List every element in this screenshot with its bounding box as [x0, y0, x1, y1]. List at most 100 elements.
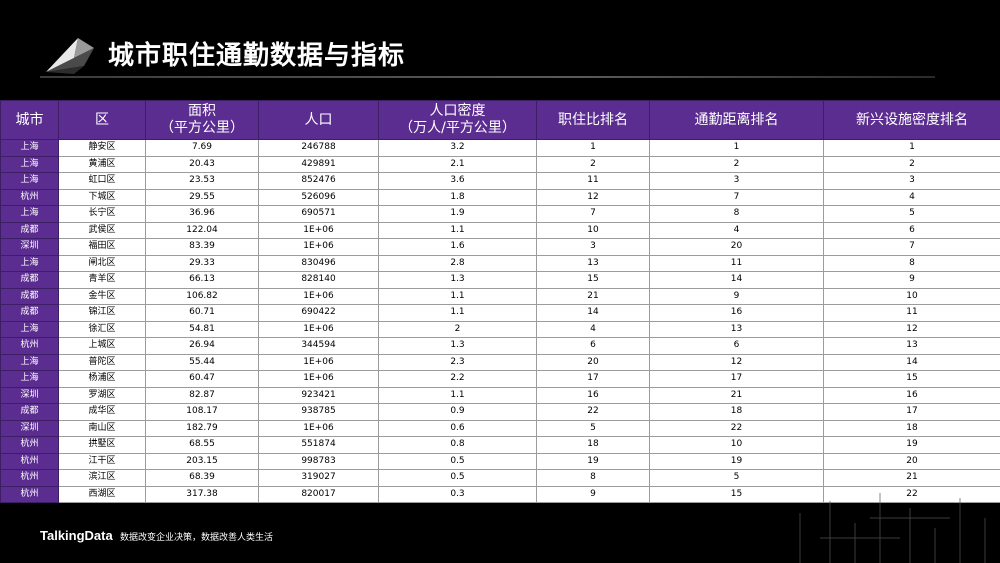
table-row: 上海 虹口区 23.53 852476 3.6 11 3 3 — [0, 172, 1000, 190]
cell-district: 上城区 — [58, 337, 146, 355]
cell-facility-density-rank: 3 — [823, 172, 1000, 190]
cell-population: 998783 — [258, 452, 379, 470]
cell-area: 26.94 — [145, 337, 259, 355]
table-row: 深圳 南山区 182.79 1E+06 0.6 5 22 18 — [0, 419, 1000, 437]
cell-facility-density-rank: 12 — [823, 320, 1000, 338]
cell-district: 闸北区 — [58, 254, 146, 272]
cell-facility-density-rank: 21 — [823, 469, 1000, 487]
cell-job-housing-rank: 11 — [536, 172, 650, 190]
cell-density: 1.3 — [378, 271, 537, 289]
table-row: 上海 闸北区 29.33 830496 2.8 13 11 8 — [0, 254, 1000, 272]
column-header-population: 人口 — [258, 100, 379, 140]
cell-city: 杭州 — [0, 485, 59, 503]
cell-population: 828140 — [258, 271, 379, 289]
cell-city: 上海 — [0, 139, 59, 157]
cell-facility-density-rank: 8 — [823, 254, 1000, 272]
cell-job-housing-rank: 1 — [536, 139, 650, 157]
cell-commute-distance-rank: 8 — [649, 205, 824, 223]
cell-area: 108.17 — [145, 403, 259, 421]
cell-population: 1E+06 — [258, 419, 379, 437]
cell-population: 923421 — [258, 386, 379, 404]
cell-district: 滨江区 — [58, 469, 146, 487]
commute-data-table: 城市 区 面积 （平方公里） 人口 人口密度 （万人/平方公里） 职住比排名 通… — [0, 100, 1000, 503]
cell-facility-density-rank: 2 — [823, 155, 1000, 173]
cell-facility-density-rank: 16 — [823, 386, 1000, 404]
table-row: 成都 金牛区 106.82 1E+06 1.1 21 9 10 — [0, 287, 1000, 305]
cell-district: 成华区 — [58, 403, 146, 421]
table-row: 上海 徐汇区 54.81 1E+06 2 4 13 12 — [0, 320, 1000, 338]
cell-area: 55.44 — [145, 353, 259, 371]
table-row: 成都 锦江区 60.71 690422 1.1 14 16 11 — [0, 304, 1000, 322]
cell-density: 0.3 — [378, 485, 537, 503]
cell-job-housing-rank: 8 — [536, 469, 650, 487]
cell-population: 820017 — [258, 485, 379, 503]
cell-population: 1E+06 — [258, 221, 379, 239]
cell-city: 杭州 — [0, 188, 59, 206]
cell-population: 1E+06 — [258, 287, 379, 305]
cell-facility-density-rank: 19 — [823, 436, 1000, 454]
cell-job-housing-rank: 14 — [536, 304, 650, 322]
cell-district: 福田区 — [58, 238, 146, 256]
cell-job-housing-rank: 12 — [536, 188, 650, 206]
cell-job-housing-rank: 19 — [536, 452, 650, 470]
table-row: 杭州 上城区 26.94 344594 1.3 6 6 13 — [0, 337, 1000, 355]
cell-job-housing-rank: 7 — [536, 205, 650, 223]
cell-district: 杨浦区 — [58, 370, 146, 388]
cell-area: 68.55 — [145, 436, 259, 454]
cell-commute-distance-rank: 19 — [649, 452, 824, 470]
cell-city: 上海 — [0, 205, 59, 223]
cell-job-housing-rank: 16 — [536, 386, 650, 404]
decorative-lines-graphic — [799, 493, 986, 563]
cell-district: 罗湖区 — [58, 386, 146, 404]
cell-facility-density-rank: 18 — [823, 419, 1000, 437]
table-row: 杭州 拱墅区 68.55 551874 0.8 18 10 19 — [0, 436, 1000, 454]
column-header-city: 城市 — [0, 100, 59, 140]
title-divider — [40, 76, 935, 78]
cell-district: 长宁区 — [58, 205, 146, 223]
table-row: 上海 杨浦区 60.47 1E+06 2.2 17 17 15 — [0, 370, 1000, 388]
cell-population: 830496 — [258, 254, 379, 272]
cell-facility-density-rank: 20 — [823, 452, 1000, 470]
table-header-row: 城市 区 面积 （平方公里） 人口 人口密度 （万人/平方公里） 职住比排名 通… — [0, 100, 1000, 140]
cell-city: 杭州 — [0, 469, 59, 487]
cell-commute-distance-rank: 3 — [649, 172, 824, 190]
cell-job-housing-rank: 20 — [536, 353, 650, 371]
cell-district: 下城区 — [58, 188, 146, 206]
cell-city: 成都 — [0, 221, 59, 239]
cell-commute-distance-rank: 6 — [649, 337, 824, 355]
cell-area: 66.13 — [145, 271, 259, 289]
table-body: 上海 静安区 7.69 246788 3.2 1 1 1 上海 黄浦区 20.43 429891 2.1… — [0, 139, 1000, 503]
cell-district: 普陀区 — [58, 353, 146, 371]
cell-population: 1E+06 — [258, 370, 379, 388]
cell-area: 29.55 — [145, 188, 259, 206]
cell-district: 武侯区 — [58, 221, 146, 239]
cell-population: 1E+06 — [258, 353, 379, 371]
cell-city: 杭州 — [0, 337, 59, 355]
cell-population: 526096 — [258, 188, 379, 206]
column-header-density: 人口密度 （万人/平方公里） — [378, 100, 537, 140]
cell-city: 成都 — [0, 271, 59, 289]
cell-job-housing-rank: 18 — [536, 436, 650, 454]
cell-commute-distance-rank: 10 — [649, 436, 824, 454]
cell-city: 上海 — [0, 172, 59, 190]
cell-commute-distance-rank: 13 — [649, 320, 824, 338]
cell-city: 上海 — [0, 320, 59, 338]
cell-city: 深圳 — [0, 386, 59, 404]
table-row: 杭州 滨江区 68.39 319027 0.5 8 5 21 — [0, 469, 1000, 487]
cell-area: 29.33 — [145, 254, 259, 272]
cell-density: 1.8 — [378, 188, 537, 206]
cell-district: 黄浦区 — [58, 155, 146, 173]
cell-area: 83.39 — [145, 238, 259, 256]
cell-commute-distance-rank: 18 — [649, 403, 824, 421]
cell-district: 徐汇区 — [58, 320, 146, 338]
table-row: 上海 静安区 7.69 246788 3.2 1 1 1 — [0, 139, 1000, 157]
cell-city: 成都 — [0, 403, 59, 421]
brand-name: TalkingData — [40, 528, 113, 543]
cell-population: 246788 — [258, 139, 379, 157]
cell-density: 1.3 — [378, 337, 537, 355]
cell-density: 3.6 — [378, 172, 537, 190]
cell-density: 1.1 — [378, 304, 537, 322]
cell-commute-distance-rank: 2 — [649, 155, 824, 173]
cell-facility-density-rank: 5 — [823, 205, 1000, 223]
cell-job-housing-rank: 21 — [536, 287, 650, 305]
